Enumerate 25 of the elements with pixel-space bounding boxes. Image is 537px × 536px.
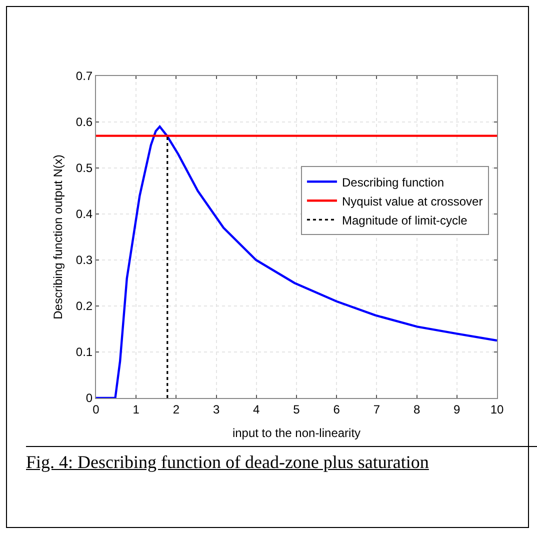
- legend-label: Describing function: [342, 175, 444, 190]
- x-tick-label: 4: [253, 402, 260, 416]
- caption: Fig. 4: Describing function of dead-zone plus saturation: [26, 452, 429, 473]
- y-tick-label: 0.6: [76, 115, 93, 130]
- x-tick-label: 9: [454, 402, 461, 416]
- y-tick-label: 0: [86, 391, 93, 406]
- x-tick-label: 8: [413, 402, 420, 416]
- x-tick-label: 7: [373, 402, 380, 416]
- x-tick-label: 5: [293, 402, 300, 416]
- legend-label: Magnitude of limit-cycle: [342, 213, 468, 228]
- y-axis-title: Describing function output N(x): [51, 154, 65, 320]
- x-tick-label: 3: [212, 402, 220, 416]
- y-tick-label: 0.5: [76, 161, 93, 176]
- x-tick-label: 6: [333, 402, 340, 416]
- x-tick-label: 2: [172, 402, 180, 416]
- y-tick-label: 0.2: [76, 299, 93, 314]
- x-axis-title: input to the non-linearity: [232, 426, 361, 440]
- x-tick-label: 1: [132, 402, 140, 416]
- y-tick-label: 0.1: [76, 345, 93, 360]
- legend-label: Nyquist value at crossover: [342, 194, 483, 208]
- line-series: [96, 126, 497, 398]
- y-tick-label: 0.7: [76, 69, 93, 84]
- y-tick-label: 0.3: [76, 253, 93, 268]
- y-tick-label: 0.4: [76, 207, 93, 222]
- x-tick-label: 10: [490, 402, 504, 416]
